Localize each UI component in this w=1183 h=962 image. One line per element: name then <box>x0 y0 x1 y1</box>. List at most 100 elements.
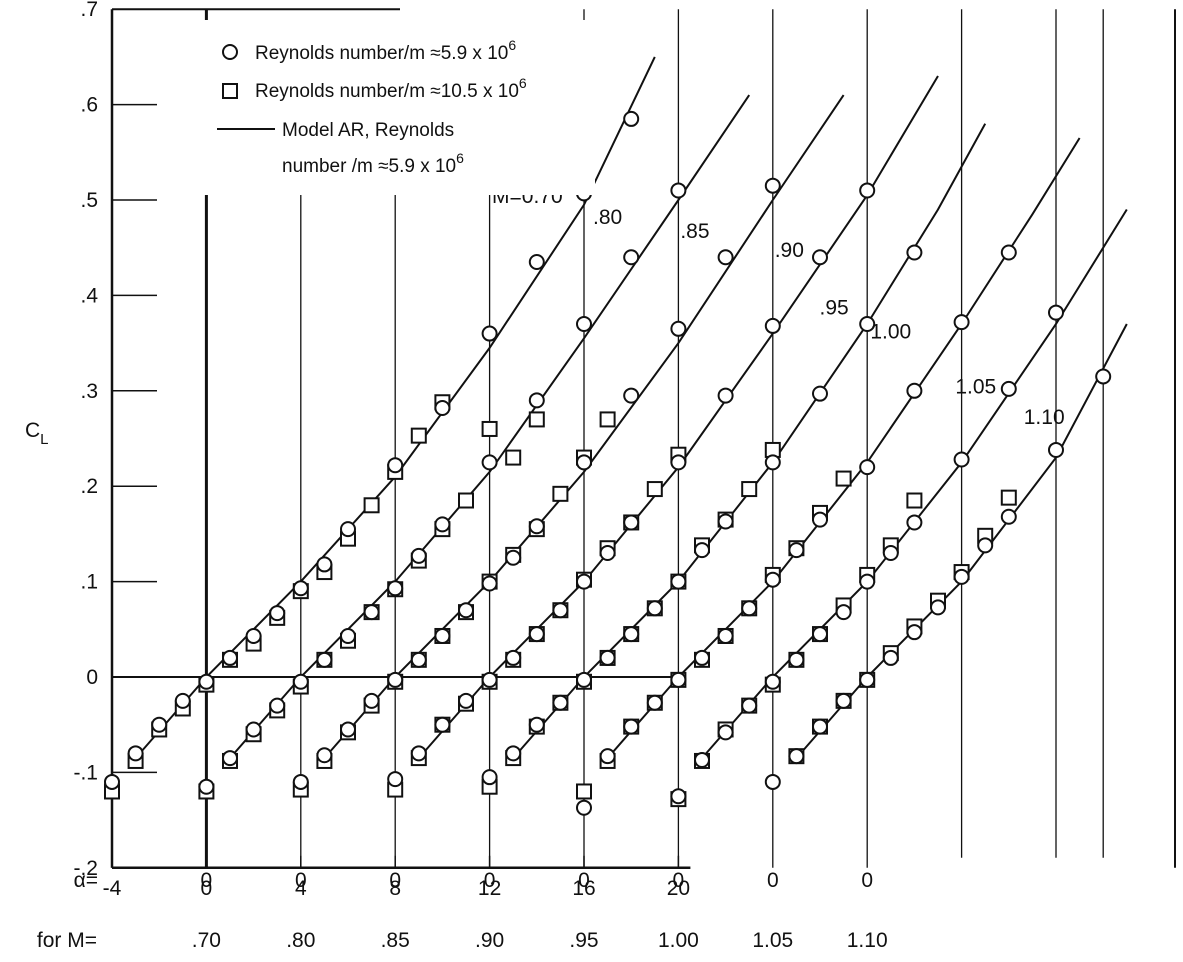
circle-point <box>694 751 710 768</box>
y-tick-label: -.2 <box>73 857 98 880</box>
circle-point <box>859 182 876 199</box>
circle-point <box>694 542 710 559</box>
circle-point <box>1000 380 1017 397</box>
circle-point <box>505 649 522 666</box>
fit-line-105 <box>701 208 1128 759</box>
alpha-zero-label: 0 <box>389 869 401 892</box>
circle-point <box>812 249 828 266</box>
legend-entry-1: Reynolds number/m ≈5.9 x 106 <box>255 37 516 64</box>
circle-point <box>245 627 262 644</box>
mach-row-value: 1.10 <box>847 929 888 952</box>
mach-row-value: .90 <box>475 929 504 952</box>
y-tick-label: .4 <box>80 284 98 307</box>
circle-point <box>410 547 427 564</box>
circle-point <box>434 716 451 733</box>
circle-point <box>104 773 120 790</box>
circle-point <box>670 788 687 805</box>
square-point <box>505 449 522 466</box>
circle-point <box>410 651 427 668</box>
mach-row-value: .95 <box>569 929 598 952</box>
circle-point <box>764 454 781 471</box>
circle-point <box>623 626 640 643</box>
square-point <box>835 470 852 487</box>
circle-point <box>292 580 309 597</box>
alpha-row-label: α= <box>74 869 98 892</box>
circle-point <box>198 673 215 690</box>
circle-point <box>387 580 404 597</box>
legend: Reynolds number/m ≈5.9 x 106 Reynolds nu… <box>200 20 595 195</box>
circle-point <box>717 249 734 266</box>
curve-label: 1.05 <box>955 376 996 399</box>
circle-point <box>292 773 309 790</box>
y-tick-label: .1 <box>80 571 98 594</box>
circle-point <box>363 604 380 621</box>
legend-circle-marker <box>222 44 238 60</box>
circle-point <box>481 769 498 786</box>
y-tick-label: .6 <box>80 94 98 117</box>
circle-point <box>434 399 451 416</box>
circle-point <box>292 673 309 690</box>
circle-point <box>859 459 876 476</box>
square-point <box>481 420 498 437</box>
circle-point <box>670 182 687 199</box>
y-tick-label: 0 <box>86 666 98 689</box>
circle-point <box>528 716 545 733</box>
circle-point <box>623 718 640 735</box>
mach-row-value: 1.05 <box>752 929 793 952</box>
circle-point <box>623 249 640 266</box>
circle-point <box>788 651 805 668</box>
square-point <box>646 481 663 498</box>
circle-point <box>1048 304 1064 321</box>
circle-point <box>977 537 994 554</box>
circle-point <box>481 454 498 471</box>
circle-point <box>599 748 616 765</box>
circle-point <box>741 600 758 617</box>
y-tick-label: .5 <box>80 189 98 212</box>
circle-point <box>458 602 474 619</box>
x-tick-label: 16 <box>572 877 595 900</box>
circle-point <box>387 771 404 788</box>
circle-point <box>269 697 286 714</box>
circle-point <box>528 518 545 535</box>
legend-entry-2: Reynolds number/m ≈10.5 x 106 <box>255 75 527 102</box>
circle-point <box>576 573 592 590</box>
axes: -.2-.10.1.2.3.4.5.6.7-4 0 4 8 12 16 200.700.80… <box>73 0 1176 952</box>
alpha-zero-label: 0 <box>295 869 307 892</box>
circle-point <box>953 568 970 585</box>
curve-label: .95 <box>820 296 849 319</box>
circle-point <box>387 671 404 688</box>
legend-entry-3-line2: number /m ≈5.9 x 106 <box>282 150 464 177</box>
circle-point <box>646 694 663 711</box>
curve-label: 1.00 <box>870 320 911 343</box>
mach-row-value: .70 <box>192 929 221 952</box>
circle-point <box>434 627 451 644</box>
circle-point <box>387 457 404 474</box>
circle-point <box>576 454 592 471</box>
circle-point <box>174 692 191 709</box>
circle-point <box>882 649 899 666</box>
circle-point <box>481 575 498 592</box>
x-tick-label: 12 <box>478 877 501 900</box>
circle-point <box>505 745 522 762</box>
circle-point <box>835 604 852 621</box>
circle-point <box>576 671 592 688</box>
x-tick-label: -4 <box>103 877 122 900</box>
circle-point <box>906 514 923 531</box>
square-point <box>576 783 592 800</box>
circle-point <box>127 745 144 762</box>
legend-background <box>200 20 595 195</box>
circle-point <box>363 692 380 709</box>
x-tick-label: 0 <box>201 877 213 900</box>
circle-point <box>269 605 286 622</box>
circle-point <box>552 602 569 619</box>
circle-point <box>788 748 805 765</box>
circle-point <box>481 671 498 688</box>
circle-point <box>434 516 451 533</box>
circle-point <box>835 692 852 709</box>
circle-point <box>410 745 427 762</box>
mach-row-value: .80 <box>286 929 315 952</box>
circle-point <box>764 673 781 690</box>
circle-point <box>670 671 687 688</box>
y-tick-label: .7 <box>80 0 98 21</box>
